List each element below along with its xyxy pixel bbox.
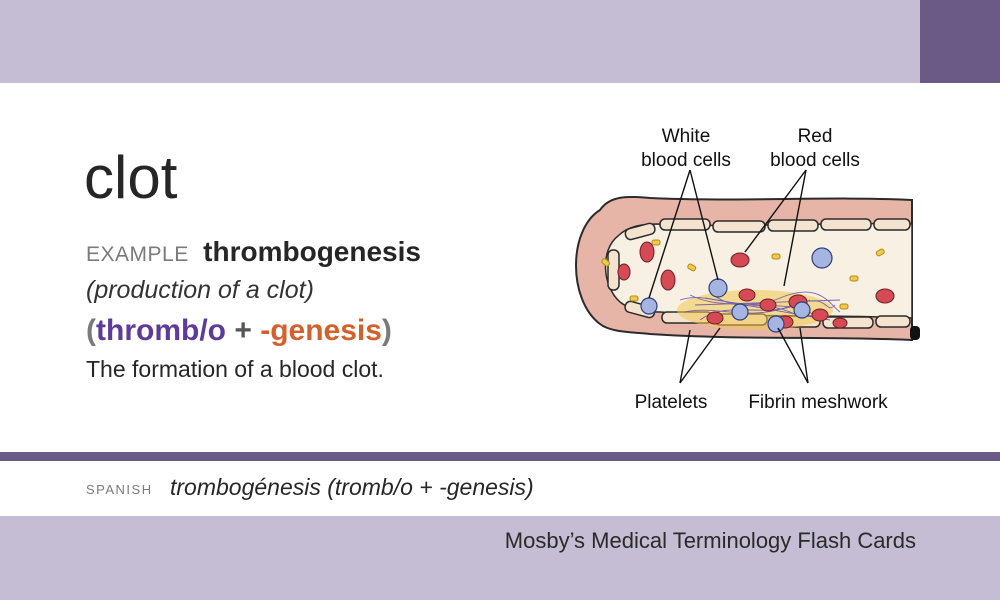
label-platelets: Platelets (635, 392, 708, 413)
endothelial-cells-side (607, 222, 656, 319)
label-red-line1: Red (798, 126, 833, 147)
endothelial-cells-top (659, 218, 911, 233)
word-parts-plus: + (234, 314, 252, 347)
label-white-line1: White (662, 126, 711, 147)
word-suffix: -genesis (260, 314, 382, 347)
label-white-line2: blood cells (641, 150, 731, 171)
definition: The formation of a blood clot. (86, 356, 384, 382)
word-parts-close: ) (381, 314, 392, 347)
term-title: clot (84, 144, 178, 211)
word-parts: (thromb/o + -genesis) (86, 314, 392, 348)
platelets (601, 239, 885, 310)
bottom-band (0, 516, 1000, 600)
leader-lines (648, 169, 809, 384)
section-divider (0, 452, 1000, 461)
spanish-label: SPANISH (86, 482, 153, 497)
example-row: EXAMPLE thrombogenesis (86, 236, 421, 268)
label-fibrin: Fibrin meshwork (748, 392, 888, 413)
white-blood-cells (640, 247, 833, 333)
example-word: thrombogenesis (203, 236, 421, 267)
example-meaning: (production of a clot) (86, 276, 314, 304)
top-corner-tab (920, 0, 1000, 83)
word-parts-open: ( (86, 314, 96, 347)
spanish-translation: trombogénesis (tromb/o + -genesis) (170, 474, 534, 500)
word-root: thromb/o (96, 314, 226, 347)
top-band (0, 0, 920, 83)
label-red-line2: blood cells (770, 150, 860, 171)
footer-title: Mosby’s Medical Terminology Flash Cards (504, 528, 916, 553)
blood-clot-illustration: White blood cells Red blood cells Platel… (575, 126, 920, 413)
example-label: EXAMPLE (86, 243, 189, 266)
